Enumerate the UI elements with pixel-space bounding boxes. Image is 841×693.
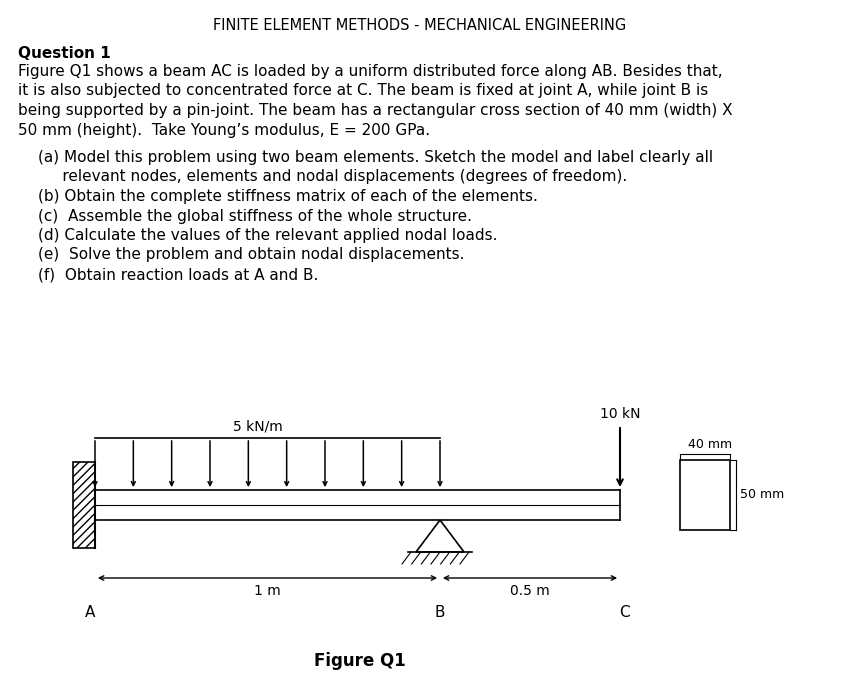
Text: 10 kN: 10 kN	[600, 407, 640, 421]
Text: (c)  Assemble the global stiffness of the whole structure.: (c) Assemble the global stiffness of the…	[38, 209, 472, 224]
Text: B: B	[435, 605, 445, 620]
Bar	[73, 462, 95, 548]
Text: being supported by a pin-joint. The beam has a rectangular cross section of 40 m: being supported by a pin-joint. The beam…	[18, 103, 733, 118]
Text: 5 kN/m: 5 kN/m	[233, 420, 283, 434]
Text: 50 mm (height).  Take Young’s modulus, E = 200 GPa.: 50 mm (height). Take Young’s modulus, E …	[18, 123, 430, 137]
Text: (a) Model this problem using two beam elements. Sketch the model and label clear: (a) Model this problem using two beam el…	[38, 150, 713, 165]
Text: Figure Q1: Figure Q1	[315, 652, 406, 670]
Text: A: A	[85, 605, 95, 620]
Text: 0.5 m: 0.5 m	[510, 584, 550, 598]
Text: 50 mm: 50 mm	[740, 489, 785, 502]
Text: (d) Calculate the values of the relevant applied nodal loads.: (d) Calculate the values of the relevant…	[38, 228, 498, 243]
Text: relevant nodes, elements and nodal displacements (degrees of freedom).: relevant nodes, elements and nodal displ…	[38, 170, 627, 184]
Text: (f)  Obtain reaction loads at A and B.: (f) Obtain reaction loads at A and B.	[38, 267, 319, 282]
Text: FINITE ELEMENT METHODS - MECHANICAL ENGINEERING: FINITE ELEMENT METHODS - MECHANICAL ENGI…	[214, 18, 627, 33]
Text: 1 m: 1 m	[254, 584, 281, 598]
Text: C: C	[619, 605, 629, 620]
Text: it is also subjected to concentrated force at C. The beam is fixed at joint A, w: it is also subjected to concentrated for…	[18, 83, 708, 98]
Text: Question 1: Question 1	[18, 46, 111, 61]
Text: (b) Obtain the complete stiffness matrix of each of the elements.: (b) Obtain the complete stiffness matrix…	[38, 189, 538, 204]
Bar	[680, 460, 730, 530]
Text: Figure Q1 shows a beam AC is loaded by a uniform distributed force along AB. Bes: Figure Q1 shows a beam AC is loaded by a…	[18, 64, 722, 79]
Text: (e)  Solve the problem and obtain nodal displacements.: (e) Solve the problem and obtain nodal d…	[38, 247, 464, 263]
Text: 40 mm: 40 mm	[688, 438, 732, 451]
